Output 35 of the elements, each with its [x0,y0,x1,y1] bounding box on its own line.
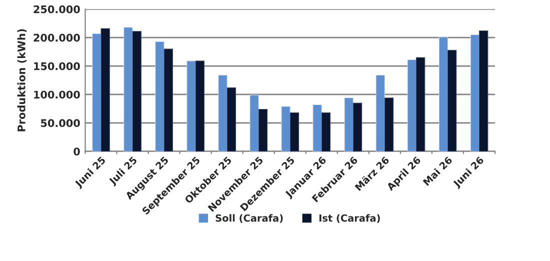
bar [100,28,110,152]
bar [438,36,448,152]
bar [258,108,268,152]
bar [132,31,142,152]
bar [250,94,259,152]
bar [344,98,354,152]
bar [352,102,362,152]
bar [290,112,300,152]
y-tick-label: 250.000 [34,5,80,14]
bar [218,74,228,152]
legend-label: Ist (Carafa) [319,214,380,223]
y-tick-label: 150.000 [34,62,80,70]
y-tick-label: 0 [74,148,80,156]
bar [312,104,322,152]
bar [384,98,394,152]
bar [195,60,205,152]
bar [478,30,488,152]
bar [124,27,133,152]
bar [407,59,416,152]
bar [281,106,290,152]
y-tick-label: 100.000 [34,90,80,99]
bar [226,87,236,152]
y-axis-title: Produktion (kWh) [17,29,27,132]
y-tick-label: 200.000 [34,34,80,42]
bar [416,57,426,152]
bar [155,41,164,152]
bar [186,60,196,152]
bar [164,48,173,152]
legend-label: Soll (Carafa) [216,214,283,223]
bar [470,34,480,152]
bar [447,50,457,152]
bar [321,112,331,152]
bar [92,33,102,152]
y-tick-label: 50.000 [41,119,80,128]
bar [376,74,385,152]
